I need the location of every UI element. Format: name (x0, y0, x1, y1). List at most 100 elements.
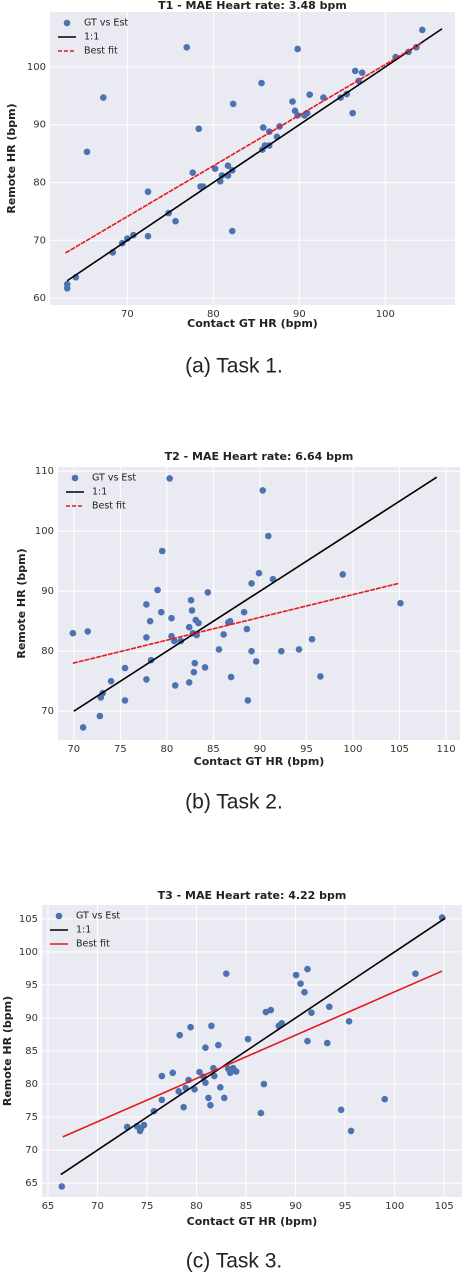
legend-label: Best fit (92, 501, 126, 512)
data-point (158, 1072, 166, 1080)
caption: (c) Task 3. (186, 1250, 282, 1273)
data-point (207, 1101, 214, 1109)
x-tick-label: 85 (207, 744, 220, 755)
data-point (308, 635, 316, 643)
data-point (260, 1080, 268, 1088)
y-tick-label: 90 (33, 120, 46, 131)
data-point (172, 217, 179, 225)
x-tick-label: 90 (293, 309, 306, 320)
x-tick-label: 70 (121, 309, 134, 320)
y-tick-label: 100 (19, 947, 38, 958)
data-point (144, 232, 152, 240)
legend-marker (71, 474, 79, 482)
fit-line (73, 476, 438, 712)
data-point (217, 1084, 224, 1091)
data-point (180, 1103, 187, 1111)
data-point (255, 569, 263, 577)
data-point (222, 970, 230, 978)
legend-label: GT vs Est (84, 18, 128, 29)
caption: (a) Task 1. (185, 355, 283, 378)
x-tick-label: 75 (141, 1201, 154, 1212)
data-point (232, 1068, 240, 1075)
data-point (419, 26, 426, 34)
data-point (278, 1019, 286, 1027)
data-point (294, 45, 301, 53)
data-point (205, 1094, 212, 1102)
data-point (146, 617, 154, 625)
data-point (345, 1017, 353, 1025)
data-point (100, 94, 107, 101)
data-point (191, 659, 199, 667)
x-tick-label: 80 (207, 309, 220, 320)
plot (50, 12, 455, 305)
y-tick-label: 90 (25, 1013, 38, 1024)
data-point (248, 580, 255, 587)
legend-label: Best fit (84, 46, 118, 57)
y-axis-label: Remote HR (bpm) (5, 103, 18, 213)
x-tick-label: 70 (91, 1201, 104, 1212)
caption: (b) Task 2. (185, 791, 283, 814)
data-point (228, 227, 236, 235)
x-tick-label: 80 (161, 744, 174, 755)
data-point (154, 586, 161, 594)
data-point (136, 1127, 144, 1135)
data-point (176, 1031, 183, 1039)
legend-label: GT vs Est (76, 911, 120, 922)
data-point (79, 724, 87, 731)
data-point (185, 679, 193, 686)
x-tick-label: 95 (339, 1201, 352, 1212)
legend-label: 1:1 (92, 487, 107, 498)
chart-title: T1 - MAE Heart rate: 3.48 bpm (158, 0, 347, 12)
data-point (229, 100, 237, 108)
data-point (224, 162, 232, 170)
fit-line (72, 582, 399, 664)
x-tick-label: 110 (436, 744, 455, 755)
y-tick-label: 100 (35, 526, 54, 537)
y-tick-label: 80 (25, 1079, 38, 1090)
chart-title: T3 - MAE Heart rate: 4.22 bpm (158, 889, 347, 902)
data-point (189, 169, 197, 176)
legend-marker (55, 912, 63, 920)
legend-label: 1:1 (84, 32, 99, 43)
legend-label: Best fit (76, 939, 110, 950)
data-point (243, 625, 251, 633)
chart-title: T2 - MAE Heart rate: 6.64 bpm (165, 450, 354, 463)
y-tick-label: 85 (25, 1046, 38, 1057)
data-point (171, 682, 179, 689)
data-point (158, 1096, 166, 1104)
x-axis-label: Contact GT HR (bpm) (187, 1215, 318, 1228)
data-point (107, 677, 115, 685)
plot-background (58, 467, 460, 740)
data-point (211, 165, 219, 172)
data-point (220, 1094, 228, 1102)
data-point (347, 1127, 355, 1135)
x-tick-label: 90 (289, 1201, 302, 1212)
y-tick-label: 100 (27, 62, 46, 73)
data-point (240, 608, 248, 616)
data-point (143, 676, 150, 683)
legend-label: GT vs Est (92, 473, 136, 484)
data-point (144, 188, 152, 196)
y-tick-label: 80 (41, 646, 54, 657)
data-point (157, 608, 165, 616)
x-tick-label: 75 (114, 744, 127, 755)
x-axis-label: Contact GT HR (bpm) (187, 317, 318, 330)
y-tick-label: 105 (19, 914, 38, 925)
data-point (227, 673, 235, 681)
x-tick-label: 65 (42, 1201, 55, 1212)
y-tick-label: 110 (35, 466, 54, 477)
x-tick-label: 85 (240, 1201, 253, 1212)
y-tick-label: 95 (25, 980, 38, 991)
data-point (292, 971, 300, 979)
data-point (297, 980, 304, 987)
data-point (190, 668, 198, 676)
data-point (208, 1022, 215, 1030)
data-point (306, 91, 313, 98)
y-tick-label: 65 (25, 1178, 38, 1189)
plot (58, 467, 460, 740)
y-tick-label: 70 (41, 706, 54, 717)
y-tick-label: 70 (33, 235, 46, 246)
y-tick-label: 80 (33, 177, 46, 188)
data-point (259, 124, 267, 131)
